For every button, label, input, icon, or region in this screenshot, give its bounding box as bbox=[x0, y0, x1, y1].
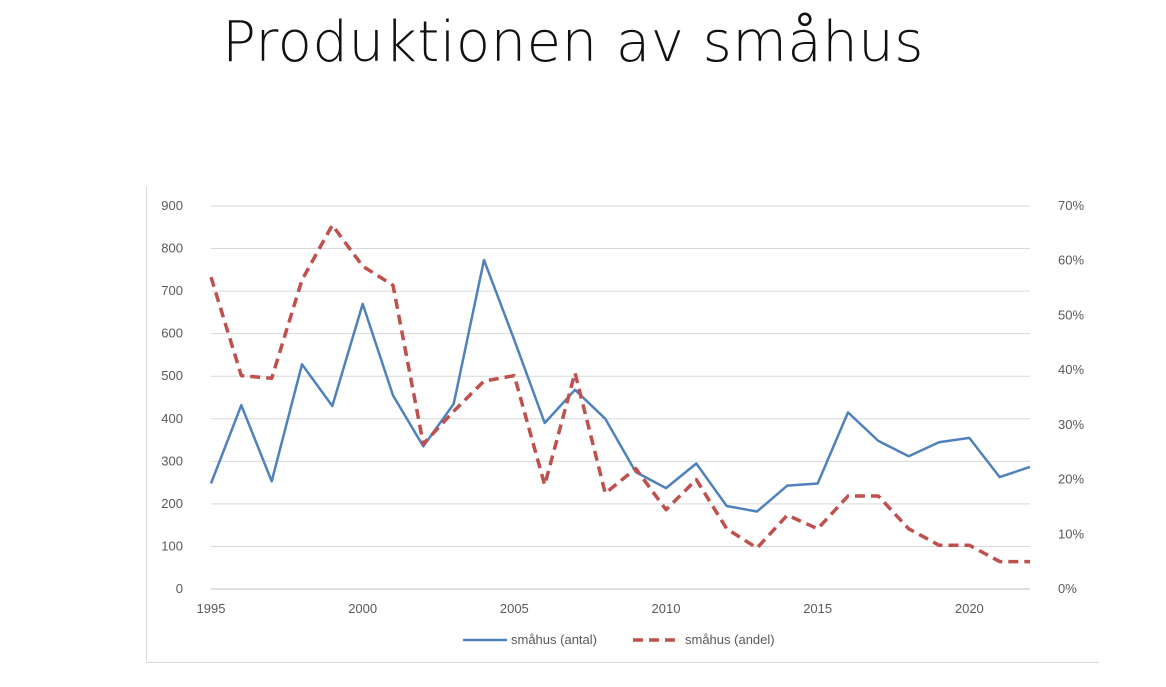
x-tick-label: 2010 bbox=[652, 601, 681, 616]
left-tick-label: 700 bbox=[161, 283, 183, 298]
x-tick-label: 1995 bbox=[197, 601, 226, 616]
x-tick-label: 2005 bbox=[500, 601, 529, 616]
right-tick-label: 10% bbox=[1058, 526, 1084, 541]
series-line-antal bbox=[209, 258, 1031, 513]
right-tick-label: 50% bbox=[1058, 307, 1084, 322]
left-tick-label: 800 bbox=[161, 241, 183, 256]
slide-title: Produktionen av småhus bbox=[222, 10, 924, 75]
left-tick-label: 600 bbox=[161, 326, 183, 341]
right-tick-label: 70% bbox=[1058, 198, 1084, 213]
right-tick-label: 60% bbox=[1058, 253, 1084, 268]
right-tick-label: 0% bbox=[1058, 581, 1077, 596]
right-tick-label: 30% bbox=[1058, 417, 1084, 432]
legend-label: småhus (antal) bbox=[511, 632, 597, 647]
legend: småhus (antal) småhus (andel) bbox=[463, 632, 775, 647]
x-tick-label: 2000 bbox=[348, 601, 377, 616]
gridlines bbox=[211, 205, 1030, 590]
left-tick-label: 500 bbox=[161, 368, 183, 383]
x-tick-label: 2015 bbox=[803, 601, 832, 616]
x-axis: 1995 2000 2005 2010 2015 2020 bbox=[197, 601, 984, 616]
legend-label: småhus (andel) bbox=[685, 632, 775, 647]
left-tick-label: 300 bbox=[161, 453, 183, 468]
x-tick-label: 2020 bbox=[955, 601, 984, 616]
right-tick-label: 40% bbox=[1058, 362, 1084, 377]
right-tick-label: 20% bbox=[1058, 472, 1084, 487]
left-tick-label: 0 bbox=[176, 581, 183, 596]
right-y-axis: 0% 10% 20% 30% 40% 50% 60% 70% bbox=[1058, 198, 1084, 596]
series-lines bbox=[209, 223, 1031, 564]
left-tick-label: 200 bbox=[161, 496, 183, 511]
left-tick-label: 100 bbox=[161, 538, 183, 553]
chart-frame: 0 100 200 300 400 500 600 700 800 900 0% 10% 20% 30%… bbox=[146, 186, 1099, 663]
series-line-andel bbox=[209, 223, 1030, 564]
left-tick-label: 900 bbox=[161, 198, 183, 213]
left-y-axis: 0 100 200 300 400 500 600 700 800 900 bbox=[161, 198, 183, 596]
left-tick-label: 400 bbox=[161, 411, 183, 426]
line-chart: 0 100 200 300 400 500 600 700 800 900 0% 10% 20% 30%… bbox=[161, 198, 1084, 647]
